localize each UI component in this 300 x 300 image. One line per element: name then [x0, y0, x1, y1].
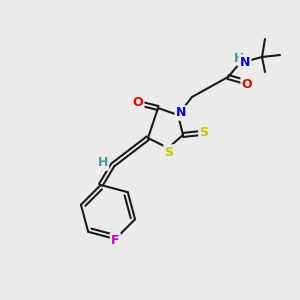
- Text: N: N: [176, 106, 186, 119]
- Text: N: N: [240, 56, 250, 68]
- Text: F: F: [111, 233, 119, 247]
- Text: H: H: [234, 52, 244, 64]
- Text: S: S: [164, 146, 173, 158]
- Text: S: S: [200, 127, 208, 140]
- Text: O: O: [242, 77, 252, 91]
- Text: O: O: [133, 97, 143, 110]
- Text: H: H: [98, 157, 108, 169]
